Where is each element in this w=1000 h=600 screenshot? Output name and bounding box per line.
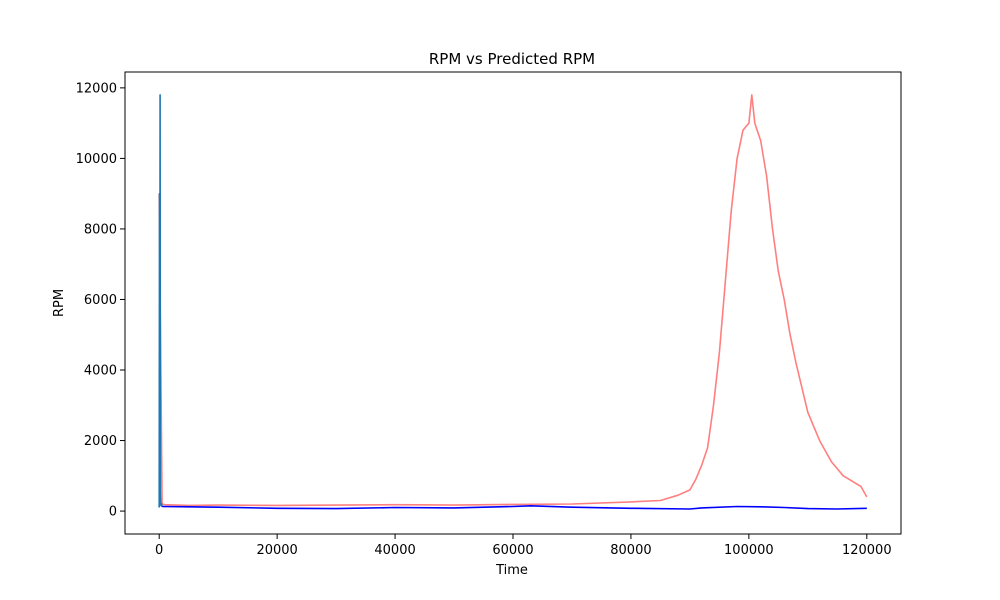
plot-frame <box>124 71 902 535</box>
y-tick-label: 8000 <box>84 222 117 237</box>
y-axis-ticks: 0 2000 4000 6000 8000 10000 12000 <box>76 81 125 520</box>
x-tick-label: 60000 <box>492 543 533 558</box>
x-axis-ticks: 0 20000 40000 60000 80000 100000 120000 <box>155 534 892 558</box>
y-tick-label: 6000 <box>84 293 117 308</box>
series-line-1 <box>158 94 163 508</box>
y-axis-label: RPM <box>52 289 67 317</box>
x-tick-label: 120000 <box>842 543 892 558</box>
y-tick-label: 4000 <box>84 364 117 379</box>
x-tick-label: 20000 <box>256 543 297 558</box>
x-tick-label: 100000 <box>724 543 774 558</box>
series-line-0 <box>158 94 868 507</box>
y-tick-label: 12000 <box>76 81 117 96</box>
series-line-2 <box>162 504 867 510</box>
chart-title: RPM vs Predicted RPM <box>429 50 595 68</box>
x-tick-label: 80000 <box>610 543 651 558</box>
x-tick-label: 40000 <box>374 543 415 558</box>
x-axis-label: Time <box>495 563 528 578</box>
plot-area <box>158 94 868 510</box>
x-tick-label: 0 <box>155 543 163 558</box>
y-tick-label: 10000 <box>76 152 117 167</box>
y-tick-label: 0 <box>109 505 117 520</box>
y-tick-label: 2000 <box>84 434 117 449</box>
